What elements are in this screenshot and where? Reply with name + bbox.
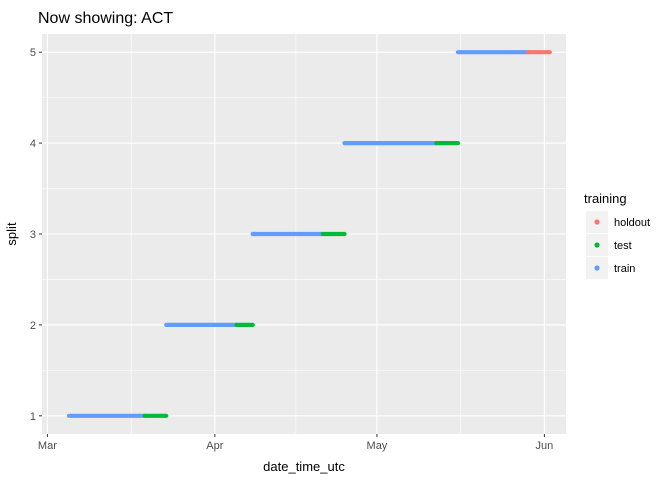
legend-entries: holdout test train [586, 211, 650, 279]
legend-marker-train [594, 265, 600, 271]
legend-marker-test [594, 242, 600, 248]
legend-label-test: test [614, 240, 632, 252]
x-tick-label: Apr [206, 440, 223, 452]
x-axis-title: date_time_utc [263, 459, 345, 474]
x-tick-label: Jun [536, 440, 554, 452]
y-tick-label: 2 [30, 320, 36, 332]
x-tick-label: May [367, 440, 388, 452]
legend-marker-holdout [594, 219, 600, 225]
x-tick-label: Mar [38, 440, 57, 452]
y-axis: 1 2 3 4 5 [30, 47, 42, 423]
y-tick-label: 4 [30, 138, 36, 150]
legend-label-holdout: holdout [614, 217, 650, 229]
y-tick-label: 3 [30, 229, 36, 241]
y-tick-label: 1 [30, 411, 36, 423]
data-marks [66, 50, 552, 418]
chart-title: Now showing: ACT [38, 10, 173, 27]
legend-label-train: train [614, 263, 635, 275]
x-axis: Mar Apr May Jun [38, 434, 553, 452]
y-axis-title: split [4, 222, 19, 246]
y-tick-label: 5 [30, 47, 36, 59]
legend-title: training [584, 191, 627, 206]
legend: training holdout test train [584, 191, 650, 279]
